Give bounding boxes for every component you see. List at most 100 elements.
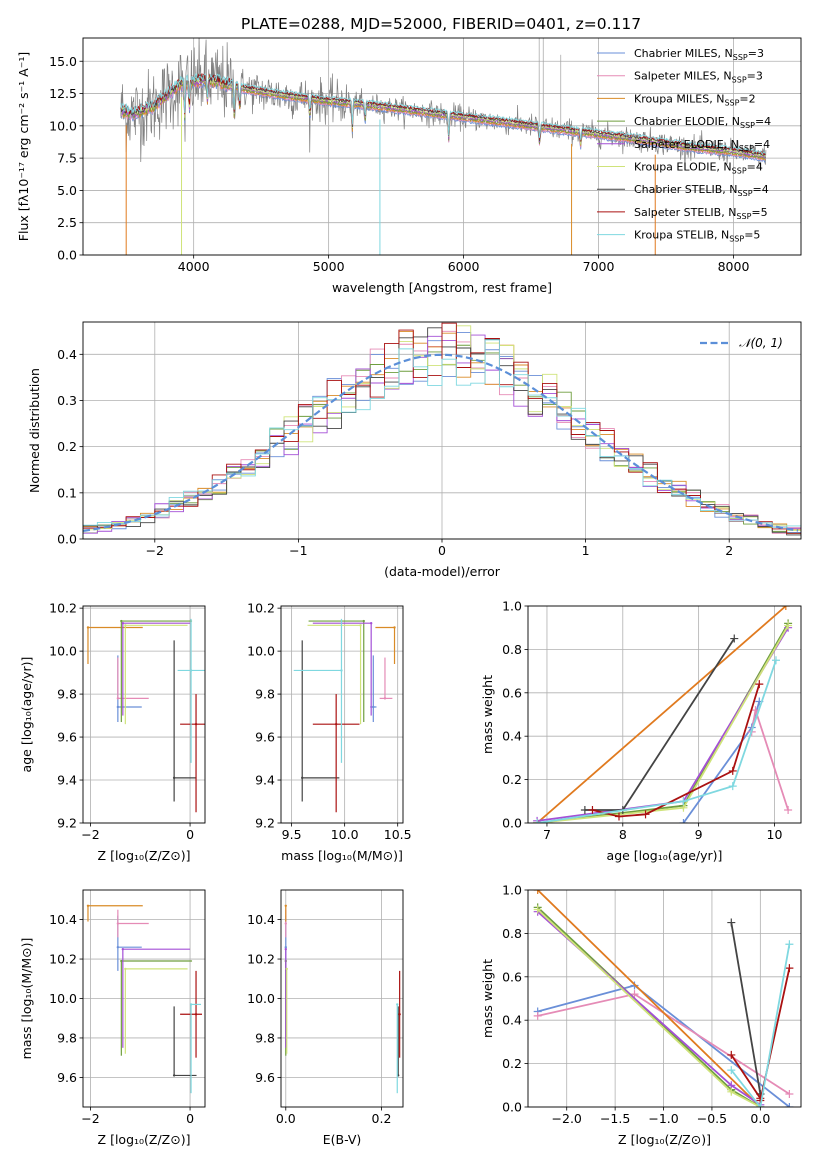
mass-weight-marker [756, 1103, 765, 1107]
mass-weight-series-line [730, 944, 791, 1107]
model-spectrum-line [120, 77, 766, 160]
plot-area [86, 904, 203, 1094]
legend-label-main: Chabrier MILES, N [634, 47, 733, 60]
mass-weight-marker [728, 782, 737, 791]
mass-weight-marker [727, 1066, 736, 1075]
legend-label: Chabrier MILES, NSSP=3 [634, 47, 764, 62]
legend-label-main: Kroupa STELIB, N [634, 229, 729, 242]
y-tick-label: 0.0 [502, 816, 522, 831]
y-axis-label: Normed distribution [27, 368, 42, 493]
mass-weight-marker [641, 810, 650, 819]
y-tick-label: 0.4 [502, 1013, 522, 1028]
data-point [194, 722, 198, 726]
x-tick-label: 10.0 [331, 827, 359, 842]
data-point [194, 1013, 198, 1016]
x-tick-label: 9 [695, 827, 703, 842]
y-tick-label: 10.2 [49, 601, 77, 616]
legend-label-count: =4 [755, 115, 771, 128]
y-tick-label: 0.6 [502, 969, 522, 984]
y-tick-label: 9.6 [255, 730, 275, 745]
data-point [284, 922, 287, 925]
legend-label: Kroupa MILES, NSSP=2 [634, 92, 756, 107]
data-point [334, 722, 338, 726]
data-point [362, 619, 365, 623]
y-tick-label: 0.8 [502, 642, 522, 657]
legend-label-subscript: SSP [732, 76, 747, 85]
mass-weight-marker [588, 805, 597, 814]
mass-weight-marker [533, 890, 542, 894]
x-axis-label: (data-model)/error [384, 564, 501, 579]
x-tick-label: 0 [186, 827, 194, 842]
x-tick-label: 0 [186, 1111, 194, 1126]
y-tick-label: 2.5 [57, 215, 77, 230]
mass-weight-marker [679, 797, 688, 806]
data-point [189, 669, 193, 672]
figure-title: PLATE=0288, MJD=52000, FIBERID=0401, z=0… [241, 15, 641, 33]
x-tick-label: 2 [725, 543, 733, 558]
data-point [124, 624, 127, 627]
legend-label-main: Kroupa ELODIE, N [634, 161, 732, 174]
data-point [189, 1003, 193, 1006]
plot-area [533, 606, 793, 823]
legend-label-main: Chabrier STELIB, N [634, 183, 738, 196]
y-tick-label: 5.0 [57, 183, 77, 198]
y-tick-label: 15.0 [49, 54, 77, 69]
x-tick-label: 7 [543, 827, 551, 842]
legend-label-subscript: SSP [739, 144, 754, 153]
mass-weight-series-line [537, 906, 761, 1107]
data-point [369, 621, 373, 625]
data-point [393, 626, 396, 629]
y-tick-label: 10.0 [49, 118, 77, 133]
legend-label-count: =4 [747, 161, 763, 174]
data-point [383, 697, 387, 700]
x-tick-label: −2.0 [552, 1111, 582, 1126]
y-tick-label: 12.5 [49, 86, 77, 101]
y-tick-label: 0.0 [57, 532, 77, 547]
y-tick-label: 9.6 [57, 730, 77, 745]
age-vs-metallicity-panel: −2 0 9.2 9.4 9.6 9.8 10.0 10.2 Z [log₁₀(Z/Z⊙)] ag… [19, 601, 206, 863]
mass-weight-marker [580, 805, 589, 814]
plot-area [293, 618, 396, 813]
y-tick-label: 0.8 [502, 926, 522, 941]
mass-weight-marker [785, 964, 794, 973]
plot-area [83, 322, 801, 536]
y-axis-label: mass [log₁₀(M/M⊙)] [19, 938, 34, 1060]
y-tick-label: 10.0 [49, 991, 77, 1006]
data-point [86, 904, 90, 907]
x-tick-label: −2 [146, 543, 164, 558]
mass-weight-marker [728, 766, 737, 775]
mass-weight-series-line [537, 890, 761, 1107]
x-tick-label: 1 [582, 543, 590, 558]
mass-weight-marker [630, 990, 639, 999]
data-point [116, 946, 120, 949]
y-tick-label: 9.8 [255, 1030, 275, 1045]
data-point [372, 705, 375, 709]
x-axis-label: mass [log₁₀(M/M⊙)] [281, 848, 403, 863]
mass-weight-vs-metallicity-panel: −2.0 −1.5 −1.0 −0.5 0.0 0.0 0.2 0.4 0.6 0.8 1.0 Z [… [480, 883, 802, 1147]
data-point [124, 967, 127, 971]
x-axis-label: Z [log₁₀(Z/Z⊙)] [98, 848, 191, 863]
legend-label-main: Kroupa MILES, N [634, 92, 724, 105]
plot-area [284, 904, 401, 1094]
mass-weight-vs-age-panel: 7 8 9 10 0.0 0.2 0.4 0.6 0.8 1.0 age [log₁₀(age/yr… [480, 599, 802, 863]
y-axis-label: age [log₁₀(age/yr)] [19, 657, 34, 773]
y-tick-label: 10.0 [247, 991, 275, 1006]
y-tick-label: 0.1 [57, 485, 77, 500]
mass-weight-series-line [730, 922, 762, 1095]
data-point [121, 621, 125, 625]
data-point [116, 922, 120, 925]
legend-label-count: =3 [748, 47, 764, 60]
data-point [301, 776, 304, 780]
data-point [340, 669, 343, 672]
mass-weight-marker [727, 1087, 736, 1096]
y-tick-label: 0.4 [57, 347, 77, 362]
y-tick-label: 0.2 [502, 772, 522, 787]
data-point [284, 946, 287, 949]
y-tick-label: 9.8 [255, 687, 275, 702]
mass-weight-marker [615, 812, 623, 821]
x-tick-label: −1.0 [648, 1111, 678, 1126]
y-tick-label: 10.4 [49, 912, 77, 927]
x-axis-label: E(B-V) [323, 1132, 362, 1147]
legend-label: 𝒩(0, 1) [739, 336, 783, 350]
data-point [284, 947, 287, 951]
